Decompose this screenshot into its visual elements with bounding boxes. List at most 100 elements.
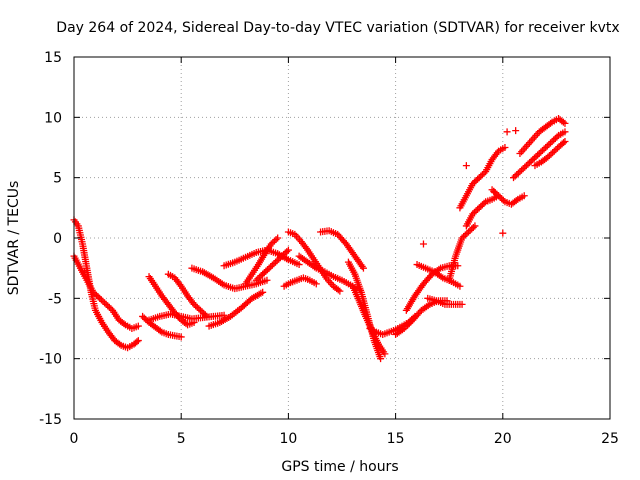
data-point bbox=[101, 299, 109, 307]
data-point bbox=[529, 156, 537, 164]
data-point bbox=[195, 305, 203, 313]
data-point bbox=[530, 154, 538, 162]
data-point bbox=[469, 180, 477, 188]
data-point bbox=[196, 306, 204, 314]
data-point bbox=[133, 338, 141, 346]
x-tick-label: 10 bbox=[279, 431, 297, 447]
y-tick-label: 5 bbox=[53, 171, 62, 187]
data-point bbox=[134, 337, 142, 345]
data-point bbox=[259, 270, 267, 278]
data-point bbox=[458, 234, 466, 242]
y-tick-label: -5 bbox=[48, 291, 62, 307]
data-point bbox=[276, 254, 284, 262]
data-point bbox=[537, 148, 545, 156]
data-point bbox=[270, 260, 278, 268]
data-point bbox=[561, 119, 569, 127]
data-point bbox=[200, 309, 208, 317]
data-point bbox=[464, 228, 472, 236]
data-point bbox=[120, 320, 128, 328]
data-point bbox=[559, 118, 567, 126]
data-point bbox=[254, 275, 262, 283]
chart-title: Day 264 of 2024, Sidereal Day-to-day VTE… bbox=[56, 20, 619, 36]
data-point bbox=[548, 137, 556, 145]
data-point bbox=[257, 272, 265, 280]
data-point bbox=[116, 340, 124, 348]
y-tick-label: 15 bbox=[44, 50, 62, 66]
x-tick-label: 15 bbox=[387, 431, 405, 447]
tick-layer: 0 5 10 15 20 25 -15 -10 -5 0 5 10 15 bbox=[39, 50, 619, 447]
data-point bbox=[545, 152, 553, 160]
data-point bbox=[263, 266, 271, 274]
data-point bbox=[474, 175, 482, 183]
data-point bbox=[544, 153, 552, 161]
data-point bbox=[312, 280, 320, 288]
data-point bbox=[514, 169, 522, 177]
data-point bbox=[156, 327, 164, 335]
data-point bbox=[516, 168, 524, 176]
data-point bbox=[550, 136, 558, 144]
data-point bbox=[462, 162, 470, 170]
data-point bbox=[260, 269, 268, 277]
data-point bbox=[359, 264, 367, 272]
data-point bbox=[520, 192, 528, 200]
data-point bbox=[263, 276, 271, 284]
y-tick-label: 0 bbox=[53, 231, 62, 247]
data-point bbox=[542, 144, 550, 151]
data-point bbox=[547, 150, 555, 158]
data-point bbox=[281, 249, 289, 257]
data-point bbox=[81, 268, 89, 276]
data-point bbox=[104, 302, 112, 310]
data-point bbox=[552, 146, 560, 154]
data-point bbox=[267, 240, 275, 248]
data-point bbox=[561, 137, 569, 145]
data-point bbox=[272, 258, 280, 266]
data-point bbox=[177, 333, 185, 341]
data-point bbox=[472, 207, 480, 215]
data-point bbox=[480, 199, 488, 207]
data-point bbox=[193, 303, 201, 311]
data-point bbox=[270, 237, 278, 245]
data-point bbox=[283, 248, 291, 256]
data-point bbox=[551, 134, 559, 142]
data-point bbox=[477, 202, 485, 210]
data-point bbox=[267, 263, 275, 271]
data-point bbox=[274, 234, 282, 242]
data-point bbox=[99, 297, 107, 305]
data-point bbox=[524, 160, 532, 168]
data-point bbox=[534, 151, 542, 159]
data-point bbox=[469, 210, 477, 218]
data-point bbox=[268, 261, 276, 269]
data-point bbox=[547, 139, 555, 147]
data-point bbox=[190, 300, 198, 308]
data-point bbox=[511, 172, 519, 180]
data-point bbox=[512, 197, 520, 205]
data-point bbox=[519, 165, 527, 173]
data-layer bbox=[70, 115, 569, 363]
data-point bbox=[513, 171, 521, 179]
data-point bbox=[495, 192, 503, 200]
data-point bbox=[470, 208, 478, 216]
data-point bbox=[549, 149, 557, 157]
data-point bbox=[192, 302, 200, 310]
data-point bbox=[381, 350, 389, 358]
data-point bbox=[377, 355, 385, 363]
data-point bbox=[252, 276, 260, 284]
data-point bbox=[512, 127, 520, 135]
data-point bbox=[454, 262, 462, 270]
data-point bbox=[477, 172, 485, 180]
data-point bbox=[499, 229, 507, 237]
x-tick-label: 5 bbox=[177, 431, 186, 447]
data-point bbox=[456, 282, 464, 290]
data-point bbox=[545, 140, 553, 148]
data-point bbox=[550, 147, 558, 155]
data-point bbox=[280, 251, 288, 259]
data-point bbox=[140, 314, 148, 322]
x-tick-label: 20 bbox=[494, 431, 512, 447]
data-point bbox=[419, 240, 427, 248]
data-point bbox=[510, 174, 518, 182]
data-point bbox=[89, 288, 97, 296]
data-point bbox=[265, 264, 273, 272]
data-point bbox=[522, 162, 530, 170]
data-point bbox=[532, 153, 540, 161]
data-point bbox=[499, 196, 507, 204]
